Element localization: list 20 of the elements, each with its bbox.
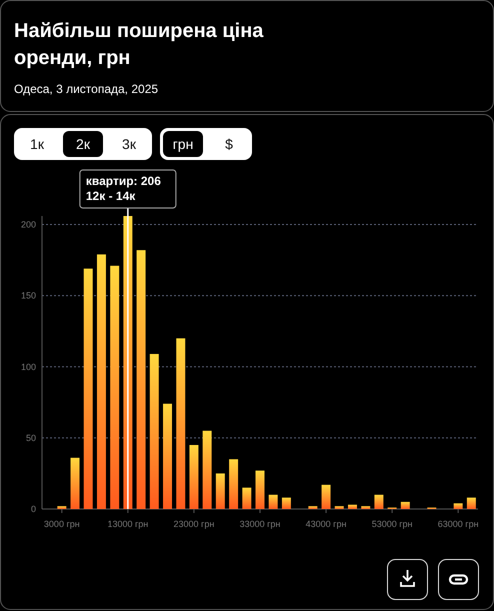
y-tick-label: 150 [20,290,36,301]
text: 3к [122,136,137,152]
text: $ [225,136,234,152]
x-tick-label: 43000 грн [306,519,346,529]
y-tick-label: 0 [30,504,36,514]
y-tick-label: 200 [20,220,36,230]
x-tick-label: 13000 грн [107,519,148,529]
x-tick-label: 53000 грн [372,519,413,529]
y-tick-label: 50 [26,432,36,443]
text: грн [172,136,194,152]
annotation: квартир: 206 12к - 14к [86,174,162,203]
x-tick-label: 33000 грн [240,519,280,529]
text: 2к [76,136,91,152]
x-tick-label: 63000 грн [438,519,479,529]
x-tick-label: 3000 грн [44,519,80,529]
chart-title: Найбільш поширена ціна оренди, грн [14,20,264,69]
x-tick-label: 23000 грн [174,519,214,529]
y-tick-label: 100 [20,362,36,372]
text: 1к [30,136,45,152]
chart-subtitle: Одеса, 3 листопада, 2025 [14,82,158,96]
